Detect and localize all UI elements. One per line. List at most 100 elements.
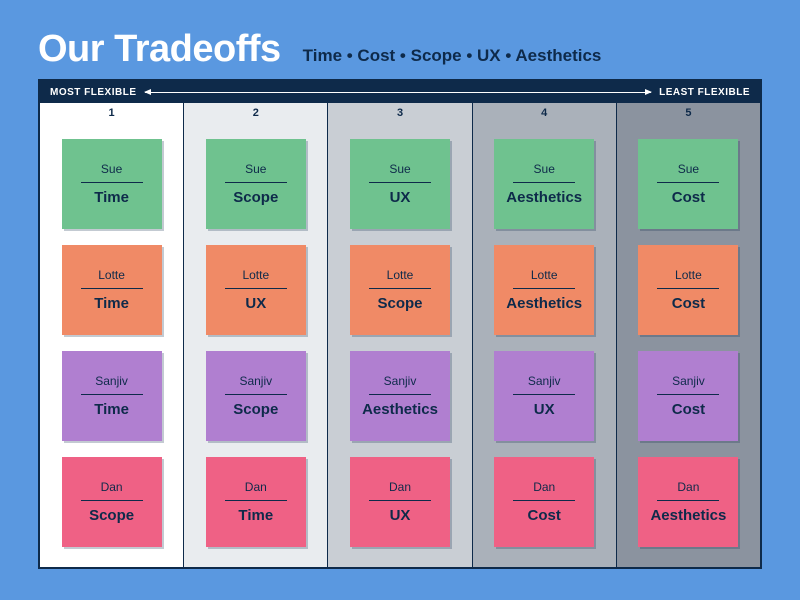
header: Our Tradeoffs Time • Cost • Scope • UX •… <box>38 28 762 71</box>
tradeoff-card: Dan UX <box>350 457 450 547</box>
card-tradeoff-value: Scope <box>233 401 278 418</box>
card-person-name: Dan <box>677 480 699 494</box>
card-divider <box>369 288 431 289</box>
card-person-name: Sue <box>389 162 410 176</box>
tradeoff-card: Sanjiv UX <box>494 351 594 441</box>
card-person-name: Lotte <box>242 268 269 282</box>
tradeoff-card: LotteTime <box>62 245 162 335</box>
card-person-name: Sue <box>534 162 555 176</box>
tradeoff-card: Sue Time <box>62 139 162 229</box>
card-tradeoff-value: UX <box>534 401 555 418</box>
card-divider <box>513 500 575 501</box>
tradeoff-card: Sanjiv Aesthetics <box>350 351 450 441</box>
tradeoff-card: Sue Cost <box>638 139 738 229</box>
card-person-name: Sanjiv <box>95 374 128 388</box>
card-person-name: Sue <box>678 162 699 176</box>
card-tradeoff-value: Time <box>238 507 273 524</box>
card-divider <box>657 394 719 395</box>
tradeoff-card: Dan Time <box>206 457 306 547</box>
card-person-name: Sanjiv <box>239 374 272 388</box>
columns-container: SueTimeLotteTimeSanjivTimeDanScopeSueSco… <box>40 123 760 567</box>
card-person-name: Sue <box>101 162 122 176</box>
card-tradeoff-value: Scope <box>377 295 422 312</box>
card-person-name: Sanjiv <box>384 374 417 388</box>
column-number: 5 <box>617 103 760 123</box>
tradeoff-card: Dan Cost <box>494 457 594 547</box>
tradeoff-card: Sanjiv Time <box>62 351 162 441</box>
card-tradeoff-value: UX <box>390 189 411 206</box>
card-divider <box>225 182 287 183</box>
flexibility-column: Sue Cost Lotte Cost Sanjiv Cost Dan Aesthetics <box>617 123 760 567</box>
card-divider <box>513 394 575 395</box>
card-tradeoff-value: Scope <box>89 507 134 524</box>
card-tradeoff-value: UX <box>390 507 411 524</box>
card-tradeoff-value: Cost <box>672 295 705 312</box>
tradeoff-card: Sanjiv Cost <box>638 351 738 441</box>
scale-left-label: MOST FLEXIBLE <box>50 87 137 98</box>
flexibility-column: Sue Aesthetics Lotte Aesthetics Sanjiv UX Dan C… <box>473 123 617 567</box>
card-divider <box>657 288 719 289</box>
card-tradeoff-value: Aesthetics <box>506 189 582 206</box>
card-person-name: Lotte <box>531 268 558 282</box>
tradeoff-card: Dan Aesthetics <box>638 457 738 547</box>
card-tradeoff-value: Cost <box>528 507 561 524</box>
column-number-row: 12345 <box>40 103 760 123</box>
card-divider <box>225 288 287 289</box>
card-divider <box>81 182 143 183</box>
card-divider <box>81 288 143 289</box>
scale-arrow-icon <box>145 92 652 93</box>
card-tradeoff-value: Time <box>94 189 129 206</box>
tradeoff-card: Sue Aesthetics <box>494 139 594 229</box>
column-number: 1 <box>40 103 184 123</box>
card-divider <box>369 394 431 395</box>
card-person-name: Lotte <box>387 268 414 282</box>
card-divider <box>225 394 287 395</box>
card-person-name: Dan <box>389 480 411 494</box>
flexibility-column: Sue Scope Lotte UX Sanjiv Scope Dan Time <box>184 123 328 567</box>
scale-right-label: LEAST FLEXIBLE <box>659 87 750 98</box>
card-person-name: Sanjiv <box>528 374 561 388</box>
column-number: 4 <box>473 103 617 123</box>
tradeoff-card: Sue Scope <box>206 139 306 229</box>
tradeoff-card: Sue UX <box>350 139 450 229</box>
card-divider <box>513 182 575 183</box>
card-divider <box>81 394 143 395</box>
card-person-name: Sanjiv <box>672 374 705 388</box>
flexibility-scale: MOST FLEXIBLE LEAST FLEXIBLE <box>40 81 760 103</box>
card-person-name: Dan <box>245 480 267 494</box>
card-divider <box>657 182 719 183</box>
tradeoff-card: Lotte Cost <box>638 245 738 335</box>
column-number: 3 <box>328 103 472 123</box>
tradeoff-card: Sanjiv Scope <box>206 351 306 441</box>
tradeoff-card: Lotte UX <box>206 245 306 335</box>
page-title: Our Tradeoffs <box>38 28 281 71</box>
tradeoff-card: Lotte Aesthetics <box>494 245 594 335</box>
card-tradeoff-value: Aesthetics <box>650 507 726 524</box>
tradeoff-card: Lotte Scope <box>350 245 450 335</box>
tradeoff-card: Dan Scope <box>62 457 162 547</box>
card-divider <box>369 182 431 183</box>
flexibility-column: Sue Time LotteTime Sanjiv Time Dan Scope <box>40 123 184 567</box>
card-tradeoff-value: Scope <box>233 189 278 206</box>
card-divider <box>81 500 143 501</box>
card-divider <box>657 500 719 501</box>
card-person-name: Lotte <box>98 268 125 282</box>
card-tradeoff-value: UX <box>245 295 266 312</box>
tradeoff-board: MOST FLEXIBLE LEAST FLEXIBLE 12345 Sue Ti… <box>38 79 762 569</box>
card-divider <box>369 500 431 501</box>
card-person-name: Lotte <box>675 268 702 282</box>
flexibility-column: Sue UX Lotte Scope Sanjiv Aesthetics Dan UX <box>328 123 472 567</box>
page: Our Tradeoffs Time • Cost • Scope • UX •… <box>0 0 800 600</box>
card-tradeoff-value: Aesthetics <box>362 401 438 418</box>
card-person-name: Dan <box>533 480 555 494</box>
card-tradeoff-value: Cost <box>672 189 705 206</box>
page-subtitle: Time • Cost • Scope • UX • Aesthetics <box>303 46 602 66</box>
card-tradeoff-value: Cost <box>672 401 705 418</box>
column-number: 2 <box>184 103 328 123</box>
card-person-name: Dan <box>101 480 123 494</box>
card-tradeoff-value: Time <box>94 401 129 418</box>
card-divider <box>513 288 575 289</box>
card-tradeoff-value: Aesthetics <box>506 295 582 312</box>
card-person-name: Sue <box>245 162 266 176</box>
card-divider <box>225 500 287 501</box>
